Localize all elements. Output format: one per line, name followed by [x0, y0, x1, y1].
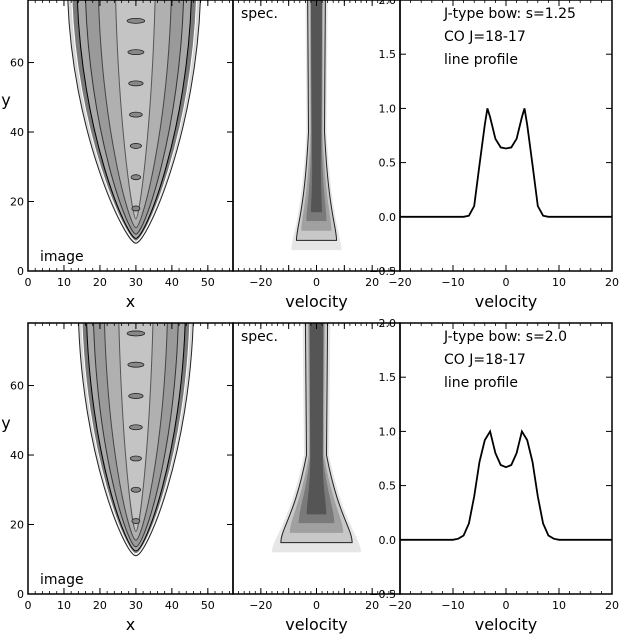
bottom-profile-plot-area — [400, 429, 612, 541]
x-tick-label: 40 — [165, 276, 179, 289]
x-tick-label: 20 — [605, 276, 619, 289]
y-tick-label: 1.5 — [379, 48, 397, 61]
annotation-line-2: line profile — [444, 375, 518, 391]
image-knot-0 — [131, 518, 141, 524]
y-tick-label: 60 — [10, 380, 24, 393]
x-tick-label: 0 — [313, 276, 320, 289]
y-tick-label: 0 — [17, 265, 24, 278]
image-knot-3 — [129, 111, 143, 118]
y-axis-label: y — [1, 414, 10, 433]
x-tick-label: 50 — [201, 276, 215, 289]
bottom-spectrum-panel: spec. −20 0 20 velocity — [232, 322, 401, 634]
y-tick-label: 40 — [10, 449, 24, 462]
x-tick-label: 0 — [503, 276, 510, 289]
spectrum-band-4 — [310, 0, 323, 213]
x-axis-label: velocity — [285, 292, 348, 311]
x-tick-label: −20 — [249, 599, 272, 612]
x-tick-label: −10 — [441, 599, 464, 612]
y-tick-label: 0 — [17, 588, 24, 601]
image-label: image — [40, 249, 84, 265]
x-tick-label: −20 — [388, 276, 411, 289]
x-tick-label: 30 — [129, 599, 143, 612]
top-spectrum-panel: spec. −20 0 20 velocity — [232, 0, 401, 311]
profile-line — [400, 108, 612, 218]
x-tick-label: 10 — [552, 276, 566, 289]
y-tick-label: −0.5 — [369, 265, 396, 278]
y-tick-label: 60 — [10, 57, 24, 70]
y-tick-label: 2.0 — [379, 0, 397, 7]
top-image-panel: image 0 10 20 30 40 50 x 0 20 40 60 y — [1, 0, 234, 311]
x-tick-label: 0 — [503, 599, 510, 612]
annotation-line-0: J-type bow: s=2.0 — [443, 329, 567, 345]
x-axis-label: velocity — [285, 615, 348, 634]
x-tick-label: 20 — [93, 276, 107, 289]
x-tick-label: 0 — [25, 599, 32, 612]
x-tick-label: 50 — [201, 599, 215, 612]
image-knot-1 — [130, 486, 142, 493]
x-tick-label: 10 — [57, 276, 71, 289]
image-knot-1 — [130, 174, 142, 181]
y-tick-label: 0.5 — [379, 157, 397, 170]
spectrum-label: spec. — [241, 6, 278, 22]
spectrum-label: spec. — [241, 329, 278, 345]
x-tick-label: 20 — [365, 276, 379, 289]
x-tick-label: 0 — [313, 599, 320, 612]
y-tick-label: 1.5 — [379, 371, 397, 384]
y-tick-label: 0.0 — [379, 534, 397, 547]
x-tick-label: 20 — [365, 599, 379, 612]
image-knot-0 — [131, 205, 141, 212]
y-tick-label: 1.0 — [379, 102, 397, 115]
image-label: image — [40, 572, 84, 588]
x-tick-label: 20 — [605, 599, 619, 612]
y-axis-label: y — [1, 91, 10, 110]
bottom-profile-panel: J-type bow: s=2.0 CO J=18-17 line profile −… — [369, 317, 619, 634]
image-knot-6 — [126, 17, 146, 24]
annotation-line-0: J-type bow: s=1.25 — [443, 6, 576, 22]
y-tick-label: −0.5 — [369, 588, 396, 601]
y-tick-label: 0.5 — [379, 480, 397, 493]
x-axis-label: velocity — [475, 292, 538, 311]
annotation-line-2: line profile — [444, 52, 518, 68]
y-tick-label: 40 — [10, 126, 24, 139]
x-tick-label: −20 — [249, 276, 272, 289]
x-tick-label: 0 — [25, 276, 32, 289]
image-knot-4 — [128, 393, 144, 399]
x-tick-label: 30 — [129, 276, 143, 289]
x-tick-label: −10 — [441, 276, 464, 289]
top-spectrum-plot-area — [291, 0, 342, 251]
x-tick-label: −20 — [388, 599, 411, 612]
image-knot-6 — [126, 330, 146, 337]
bottom-image-panel: image 0 10 20 30 40 50 x 0 20 40 60 y — [1, 322, 234, 634]
x-tick-label: 40 — [165, 599, 179, 612]
image-knot-3 — [129, 424, 143, 431]
y-tick-label: 20 — [10, 196, 24, 209]
y-tick-label: 20 — [10, 519, 24, 532]
image-contour-5 — [115, 0, 156, 220]
y-tick-label: 1.0 — [379, 425, 397, 438]
bottom-image-plot-area — [78, 323, 194, 557]
annotation-line-1: CO J=18-17 — [444, 352, 526, 368]
x-tick-label: 20 — [93, 599, 107, 612]
top-profile-plot-area — [400, 108, 612, 218]
image-knot-2 — [129, 455, 142, 462]
annotation-line-1: CO J=18-17 — [444, 29, 526, 45]
x-tick-label: 10 — [57, 599, 71, 612]
image-knot-2 — [129, 143, 142, 149]
x-axis-label: x — [126, 615, 135, 634]
image-knot-5 — [127, 361, 145, 368]
spectrum-band-4 — [306, 323, 327, 515]
image-knot-4 — [128, 80, 144, 87]
y-tick-label: 2.0 — [379, 317, 397, 330]
y-tick-label: 0.0 — [379, 211, 397, 224]
x-axis-label: x — [126, 292, 135, 311]
top-image-plot-area — [67, 0, 201, 244]
x-axis-label: velocity — [475, 615, 538, 634]
top-profile-panel: J-type bow: s=1.25 CO J=18-17 line profile… — [369, 0, 619, 311]
image-knot-5 — [127, 49, 145, 56]
x-tick-label: 10 — [552, 599, 566, 612]
bottom-spectrum-plot-area — [271, 323, 362, 553]
profile-line — [400, 429, 612, 541]
